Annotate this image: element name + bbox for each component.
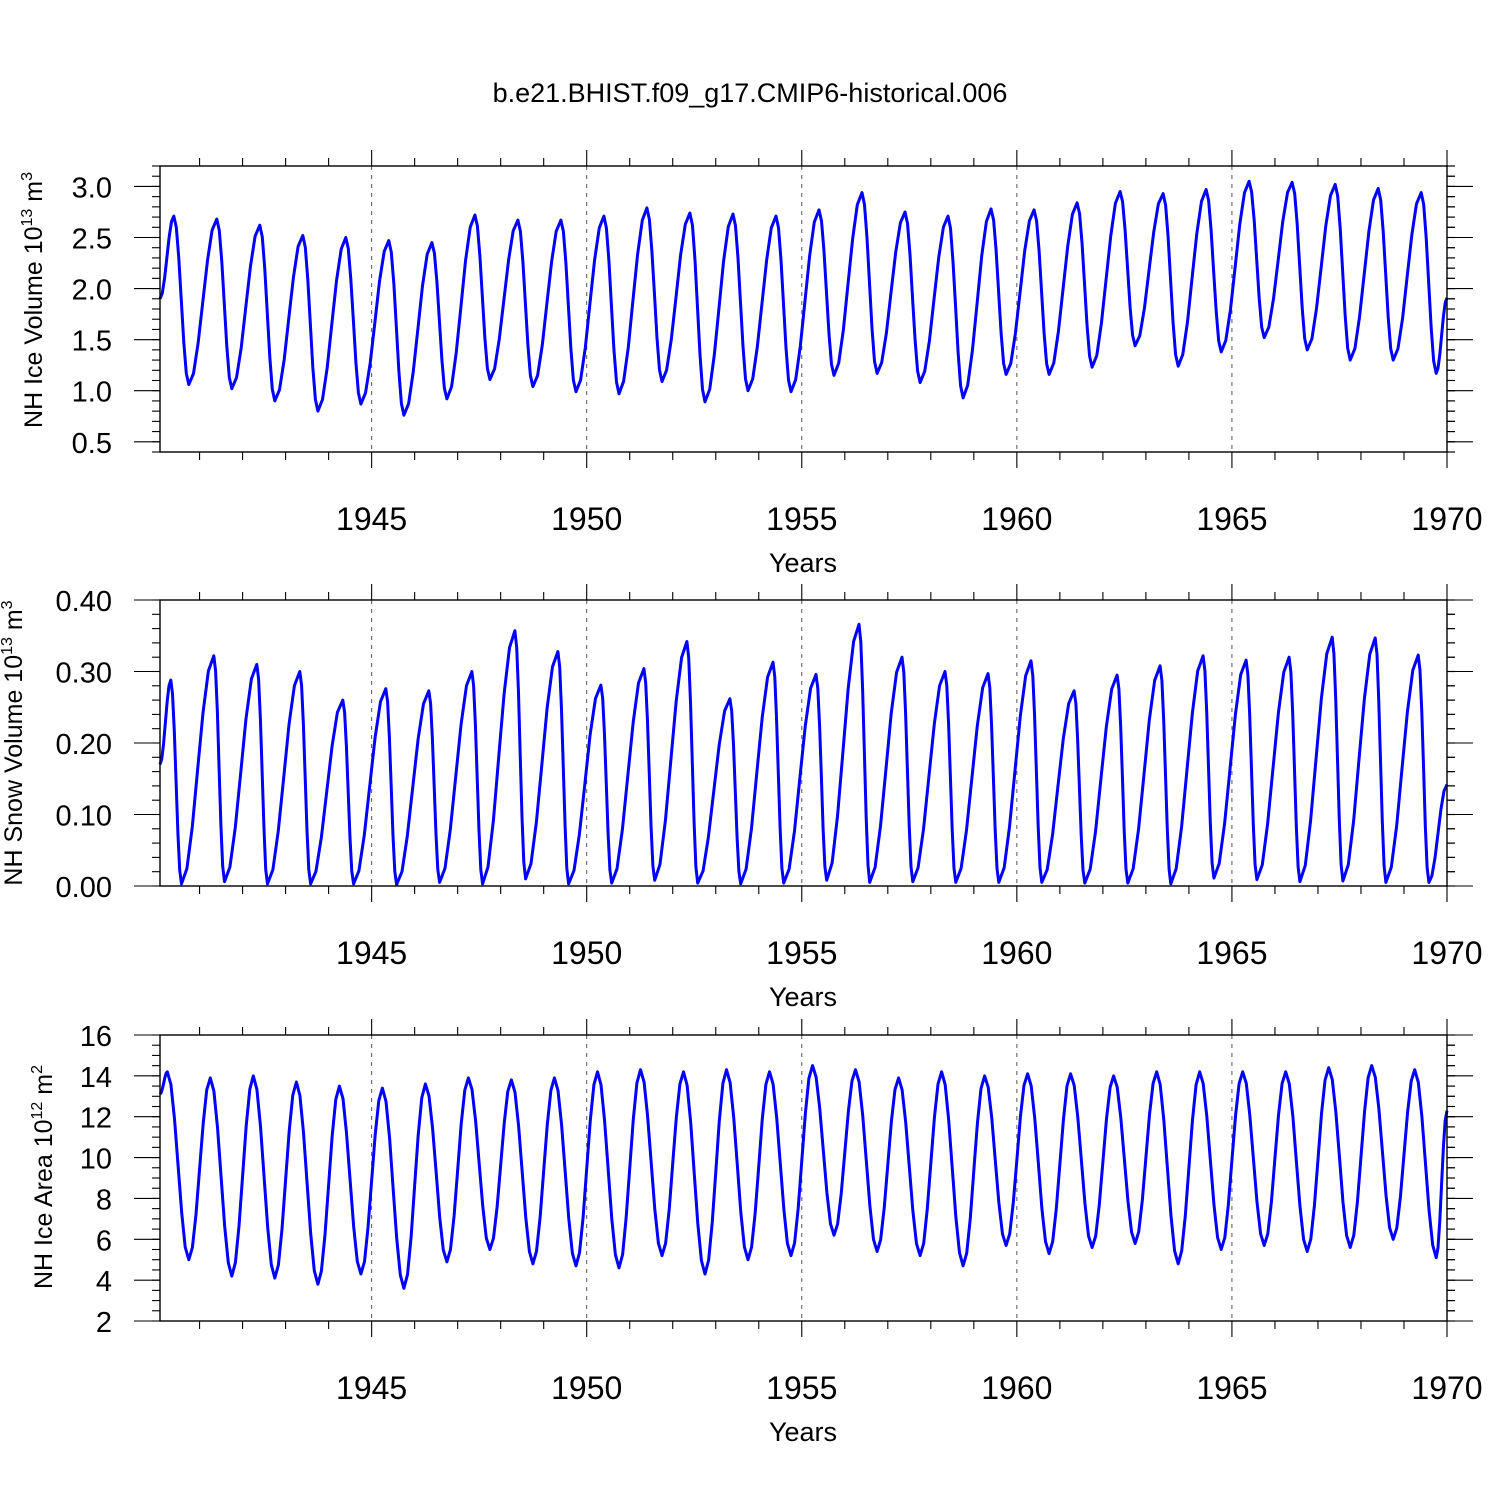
series-line-ice-volume: [158, 179, 1449, 417]
panel-snow-volume: NH Snow Volume 1013 m3 Years 1945 1950 195…: [0, 584, 1483, 1012]
xlabel-ice-volume: Years: [769, 548, 837, 578]
panel-ice-area: NH Ice Area 1012 m2 Years 1945 1950 1955 19…: [29, 1019, 1483, 1447]
x-tick-label-1955: 1955: [766, 1370, 837, 1406]
plot-frame: [159, 599, 1448, 887]
x-tick-label-1970: 1970: [1411, 501, 1482, 537]
series-line-ice-area: [158, 1064, 1449, 1290]
x-tick-label-1955: 1955: [766, 501, 837, 537]
y-tick-label: 6: [96, 1225, 112, 1257]
x-tick-label-1970: 1970: [1411, 935, 1482, 971]
x-tick-label-1965: 1965: [1196, 935, 1267, 971]
y-tick-label: 0.30: [56, 658, 112, 690]
y-tick-label: 14: [80, 1062, 112, 1094]
x-tick-label-1950: 1950: [551, 1370, 622, 1406]
x-tick-label-1945: 1945: [336, 501, 407, 537]
x-tick-label-1970: 1970: [1411, 1370, 1482, 1406]
y-tick-label: 2.0: [72, 275, 112, 307]
series-line-snow-volume: [158, 622, 1449, 887]
y-tick-label: 0.5: [72, 428, 112, 460]
y-tick-label: 0.20: [56, 729, 112, 761]
y-tick-label: 2: [96, 1307, 112, 1339]
panel-ice-volume: NH Ice Volume 1013 m3 Years 1945 1950 1955…: [19, 150, 1483, 578]
chart-title: b.e21.BHIST.f09_g17.CMIP6-historical.006: [493, 78, 1008, 108]
y-tick-label: 10: [80, 1144, 112, 1176]
x-tick-label-1945: 1945: [336, 1370, 407, 1406]
y-tick-label: 0.40: [56, 586, 112, 618]
y-tick-label: 12: [80, 1103, 112, 1135]
ylabel-ice-area: NH Ice Area 1012 m2: [29, 1065, 58, 1289]
xlabel-snow-volume: Years: [769, 982, 837, 1012]
y-tick-label: 4: [96, 1266, 112, 1298]
y-tick-label: 0.10: [56, 801, 112, 833]
y-tick-label: 1.0: [72, 377, 112, 409]
x-tick-label-1965: 1965: [1196, 1370, 1267, 1406]
x-tick-label-1960: 1960: [981, 501, 1052, 537]
plot-frame: [159, 165, 1448, 453]
y-tick-label: 3.0: [72, 172, 112, 204]
plot-frame: [159, 1034, 1448, 1322]
x-tick-label-1965: 1965: [1196, 501, 1267, 537]
x-tick-label-1960: 1960: [981, 935, 1052, 971]
y-tick-label: 1.5: [72, 326, 112, 358]
x-tick-label-1945: 1945: [336, 935, 407, 971]
xlabel-ice-area: Years: [769, 1417, 837, 1447]
ylabel-ice-volume: NH Ice Volume 1013 m3: [19, 172, 48, 428]
y-tick-label: 2.5: [72, 224, 112, 256]
y-tick-label: 0.00: [56, 872, 112, 904]
x-tick-label-1950: 1950: [551, 501, 622, 537]
x-tick-label-1950: 1950: [551, 935, 622, 971]
y-tick-label: 8: [96, 1184, 112, 1216]
y-tick-label: 16: [80, 1021, 112, 1053]
ylabel-snow-volume: NH Snow Volume 1013 m3: [0, 600, 28, 885]
x-tick-label-1955: 1955: [766, 935, 837, 971]
x-tick-label-1960: 1960: [981, 1370, 1052, 1406]
